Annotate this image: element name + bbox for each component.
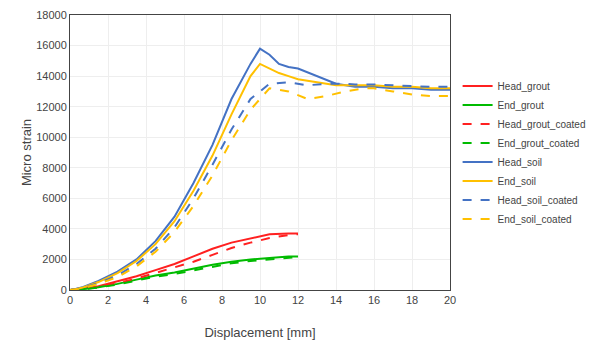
svg-text:0: 0 [61, 284, 67, 296]
svg-text:12: 12 [292, 294, 304, 306]
svg-text:18000: 18000 [36, 9, 67, 21]
svg-text:Displacement [mm]: Displacement [mm] [204, 325, 315, 340]
svg-text:End_grout_coated: End_grout_coated [498, 138, 580, 149]
svg-text:10: 10 [254, 294, 266, 306]
svg-text:Head_grout: Head_grout [498, 81, 550, 92]
svg-text:6: 6 [181, 294, 187, 306]
svg-text:14: 14 [330, 294, 342, 306]
svg-text:8: 8 [219, 294, 225, 306]
svg-text:20: 20 [444, 294, 456, 306]
svg-text:16: 16 [368, 294, 380, 306]
svg-text:10000: 10000 [36, 131, 67, 143]
svg-text:2000: 2000 [42, 253, 66, 265]
svg-text:Head_soil_coated: Head_soil_coated [498, 195, 578, 206]
svg-text:Head_grout_coated: Head_grout_coated [498, 119, 586, 130]
svg-text:18: 18 [406, 294, 418, 306]
svg-text:12000: 12000 [36, 101, 67, 113]
svg-text:2: 2 [105, 294, 111, 306]
svg-text:End_soil_coated: End_soil_coated [498, 214, 572, 225]
svg-text:0: 0 [67, 294, 73, 306]
svg-text:4000: 4000 [42, 223, 66, 235]
svg-text:16000: 16000 [36, 39, 67, 51]
svg-text:End_soil: End_soil [498, 176, 536, 187]
svg-text:8000: 8000 [42, 162, 66, 174]
svg-text:Head_soil: Head_soil [498, 157, 542, 168]
svg-text:End_grout: End_grout [498, 100, 544, 111]
svg-text:4: 4 [143, 294, 149, 306]
svg-text:14000: 14000 [36, 70, 67, 82]
svg-text:Micro strain: Micro strain [19, 119, 34, 186]
svg-text:6000: 6000 [42, 192, 66, 204]
